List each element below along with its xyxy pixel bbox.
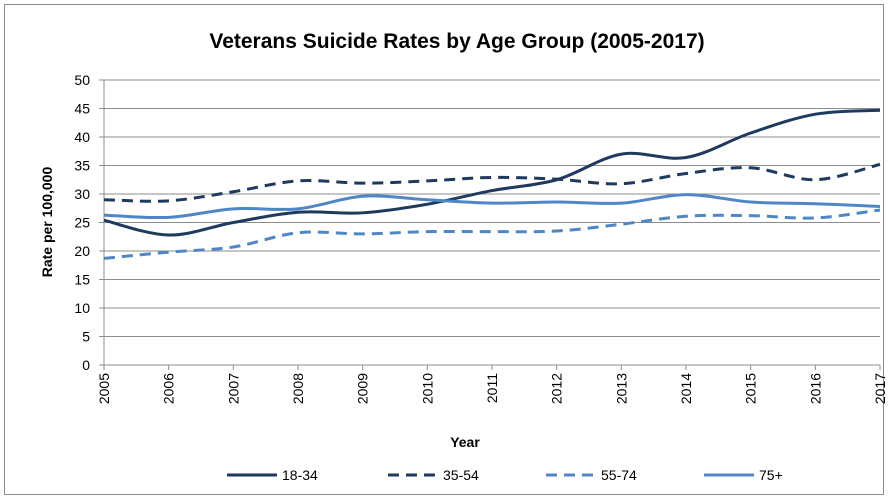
x-tick-label-2009: 2009 (355, 373, 371, 404)
series-lines (103, 108, 881, 260)
legend-label-18-34: 18-34 (282, 467, 318, 483)
x-tick-label-2006: 2006 (161, 373, 177, 404)
x-tick-label-2017: 2017 (872, 373, 888, 404)
gridlines (104, 79, 880, 337)
x-tick-label-2012: 2012 (549, 373, 565, 404)
x-axis-title: Year (450, 434, 480, 450)
legend-label-75+: 75+ (759, 467, 783, 483)
x-tick-label-2013: 2013 (613, 373, 629, 404)
y-tick-label-25: 25 (74, 215, 90, 231)
legend: 18-34 35-54 55-74 75+ (227, 467, 783, 483)
axes (99, 79, 881, 370)
x-tick-label-2005: 2005 (96, 373, 112, 404)
series-line-35-54 (103, 162, 881, 203)
y-tick-label-35: 35 (74, 158, 90, 174)
y-tick-label-5: 5 (82, 329, 90, 345)
y-tick-label-0: 0 (82, 357, 90, 373)
series-line-18-34 (103, 108, 881, 237)
y-tick-label-50: 50 (74, 72, 90, 88)
y-tick-label-40: 40 (74, 129, 90, 145)
x-tick-label-2008: 2008 (290, 373, 306, 404)
y-axis-title: Rate per 100,000 (39, 167, 55, 278)
x-tick-labels: 2005 2006 2007 2008 2009 2010 2011 2012 2013 2014… (96, 373, 888, 404)
chart-frame (4, 4, 884, 495)
y-tick-label-15: 15 (74, 272, 90, 288)
x-tick-label-2010: 2010 (419, 373, 435, 404)
x-tick-label-2011: 2011 (484, 373, 500, 403)
legend-label-55-74: 55-74 (601, 467, 637, 483)
chart-title: Veterans Suicide Rates by Age Group (200… (209, 30, 704, 53)
y-tick-label-45: 45 (74, 101, 90, 117)
y-tick-label-30: 30 (74, 186, 90, 202)
y-tick-label-20: 20 (74, 243, 90, 259)
x-tick-label-2016: 2016 (807, 373, 823, 404)
legend-label-35-54: 35-54 (443, 467, 479, 483)
x-tick-label-2007: 2007 (225, 373, 241, 404)
x-tick-label-2014: 2014 (678, 373, 694, 404)
y-tick-labels: 0 5 10 15 20 25 30 35 40 45 50 (74, 72, 90, 373)
series-line-55-74 (103, 208, 881, 260)
y-tick-label-10: 10 (74, 300, 90, 316)
series-line-75+ (103, 193, 881, 220)
x-tick-label-2015: 2015 (743, 373, 759, 404)
